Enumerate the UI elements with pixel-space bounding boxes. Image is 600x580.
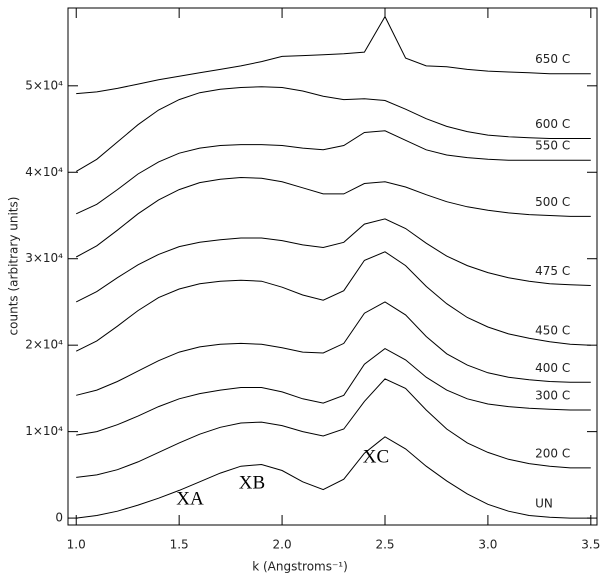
series-line (76, 436, 591, 519)
series-line (76, 15, 591, 95)
series-label: UN (535, 497, 553, 511)
x-tick-label: 2.0 (273, 538, 292, 552)
annotation: XC (363, 446, 389, 467)
x-tick-label: 1.0 (67, 538, 86, 552)
y-tick-label: 3×10⁴ (25, 251, 63, 265)
series-line (75, 251, 591, 352)
y-axis-title: counts (arbitrary units) (7, 197, 21, 336)
series-line (75, 86, 591, 172)
y-tick-label: 4×10⁴ (25, 165, 63, 179)
series-line (75, 218, 591, 303)
plot-frame (67, 7, 598, 526)
series-label: 200 C (535, 446, 570, 460)
series-label: 400 C (535, 361, 570, 375)
annotation: XA (176, 488, 204, 509)
y-tick-label: 5×10⁴ (25, 78, 63, 92)
x-tick-label: 2.5 (375, 538, 394, 552)
series-line (75, 176, 591, 258)
series-label: 475 C (535, 264, 570, 278)
series-label: 500 C (535, 195, 570, 209)
x-tick-label: 3.0 (478, 538, 497, 552)
y-tick-label: 1×10⁴ (25, 424, 63, 438)
y-tick-label: 0 (55, 511, 63, 525)
series-line (75, 130, 591, 215)
series-label: 300 C (535, 389, 570, 403)
series-label: 650 C (535, 52, 570, 66)
series-line (76, 301, 591, 396)
x-tick-label: 1.5 (170, 538, 189, 552)
series-label: 550 C (535, 139, 570, 153)
series-line (76, 378, 591, 478)
x-tick-label: 3.5 (581, 538, 600, 552)
series-line (76, 348, 591, 436)
annotation: XB (239, 472, 265, 493)
series-label: 450 C (535, 324, 570, 338)
x-axis-title: k (Angstroms⁻¹) (252, 560, 348, 574)
y-tick-label: 2×10⁴ (25, 338, 63, 352)
series-label: 600 C (535, 117, 570, 131)
